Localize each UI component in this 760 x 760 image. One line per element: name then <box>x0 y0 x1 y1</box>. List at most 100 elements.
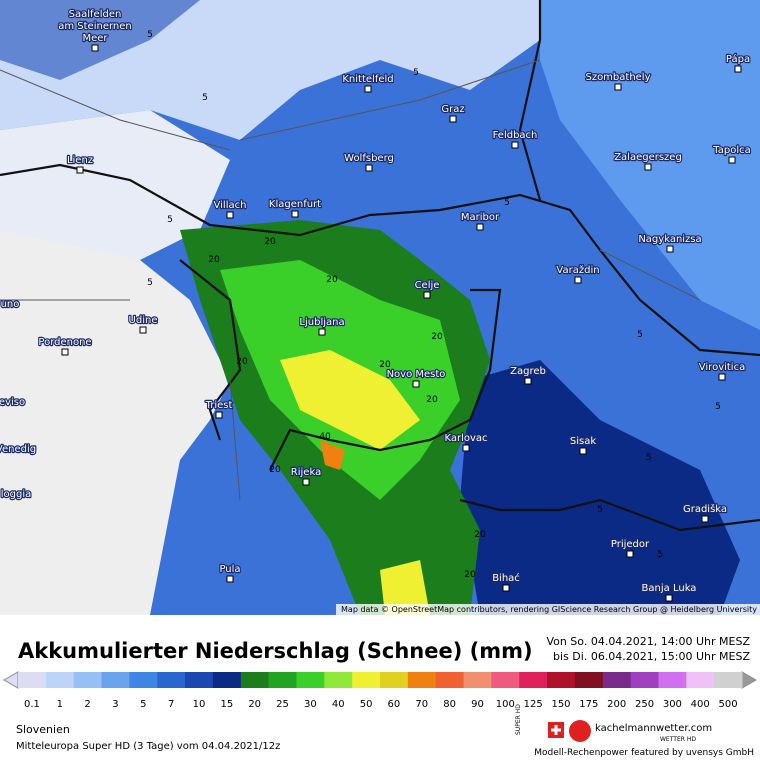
legend-label: 25 <box>276 699 289 710</box>
legend-label: 1 <box>57 699 63 710</box>
legend-swatch <box>686 672 715 688</box>
place-label: Venedig <box>0 444 36 455</box>
place-dot <box>666 245 674 253</box>
contour-label: 5 <box>637 330 643 340</box>
contour-label: 5 <box>597 505 603 515</box>
legend-label: 100 <box>496 699 515 710</box>
title: Akkumulierter Niederschlag (Schnee) (mm) <box>18 639 533 663</box>
legend-arrow-left <box>2 671 19 689</box>
place-dot <box>734 65 742 73</box>
place-dot <box>626 550 634 558</box>
legend-label: 50 <box>360 699 373 710</box>
legend-swatch <box>185 672 214 688</box>
legend-label: 175 <box>579 699 598 710</box>
legend-label: 0.1 <box>24 699 40 710</box>
legend-label: 40 <box>332 699 345 710</box>
place-label: Tapolca <box>712 145 750 156</box>
legend-arrow-right <box>741 671 758 689</box>
legend-swatch <box>602 672 632 688</box>
attribution: Map data © OpenStreetMap contributors, r… <box>341 605 757 614</box>
legend-swatch <box>574 672 604 688</box>
logo-site: kachelmannwetter.com <box>595 723 712 734</box>
place-label: Ljubljana <box>299 317 344 328</box>
place-label: Gradiška <box>683 503 727 515</box>
place-label: Udine <box>129 315 158 326</box>
legend-label: 2 <box>84 699 90 710</box>
place-label: Virovitica <box>699 362 745 373</box>
place-label: Pula <box>219 564 240 575</box>
place-dot <box>365 164 373 172</box>
legend-swatch <box>18 672 47 688</box>
place-dot <box>524 377 532 385</box>
legend-label: 400 <box>691 699 710 710</box>
place-dot <box>139 326 147 334</box>
legend-label: 60 <box>388 699 401 710</box>
legend-swatch <box>73 672 103 688</box>
contour-label: 20 <box>269 465 281 475</box>
contour-label: 20 <box>464 570 476 580</box>
place-label: Saalfelden <box>69 9 122 20</box>
place-label: Feldbach <box>493 130 538 141</box>
legend-swatch <box>658 672 687 688</box>
place-label: Klagenfurt <box>269 199 321 210</box>
place-dot <box>502 584 510 592</box>
place-label: am Steinernen <box>58 21 132 32</box>
place-dot <box>364 85 372 93</box>
place-label: Varaždin <box>556 264 599 276</box>
place-label: loggia <box>1 489 32 500</box>
legend-label: 10 <box>193 699 206 710</box>
contour-label: 20 <box>208 255 220 265</box>
legend-swatch <box>491 672 520 688</box>
contour-label: 5 <box>715 402 721 412</box>
legend-label: 125 <box>524 699 543 710</box>
place-label: Celje <box>415 280 440 291</box>
place-label: Sisak <box>570 436 596 447</box>
place-dot <box>644 163 652 171</box>
sponsor: Modell-Rechenpower featured by uvensys G… <box>534 748 754 758</box>
place-dot <box>423 291 431 299</box>
place-dot <box>302 478 310 486</box>
contour-label: 5 <box>167 215 173 225</box>
legend-swatch <box>463 672 492 688</box>
legend-swatch <box>129 672 158 688</box>
legend-swatch <box>380 672 409 688</box>
contour-label: 20 <box>326 275 338 285</box>
place-label: Wolfsberg <box>344 153 394 164</box>
place-label: Pordenone <box>38 337 91 348</box>
legend-swatch <box>240 672 270 688</box>
place-label: eviso <box>0 397 25 408</box>
place-label: Bihać <box>492 572 520 584</box>
legend-label: 70 <box>415 699 428 710</box>
legend-swatch <box>630 672 659 688</box>
valid-from: Von So. 04.04.2021, 14:00 Uhr MESZ <box>546 635 750 648</box>
place-dot <box>76 166 84 174</box>
place-label: Lienz <box>67 155 93 166</box>
super-hd: SUPER HD <box>515 704 522 735</box>
legend-label: 150 <box>551 699 570 710</box>
place-dot <box>614 83 622 91</box>
place-dot <box>412 380 420 388</box>
contour-label: 40 <box>319 432 331 442</box>
place-label: Banja Luka <box>642 583 697 594</box>
contour-label: 20 <box>264 237 276 247</box>
legend-swatch <box>101 672 130 688</box>
place-label: uno <box>1 299 20 310</box>
legend-swatch <box>157 672 186 688</box>
legend-swatch <box>547 672 576 688</box>
place-label: Novo Mesto <box>387 369 446 380</box>
legend-label: 3 <box>112 699 118 710</box>
contour-label: 5 <box>202 93 208 103</box>
place-dot <box>226 211 234 219</box>
place-dot <box>665 594 673 602</box>
place-dot <box>476 223 484 231</box>
legend-label: 5 <box>140 699 146 710</box>
place-dot <box>511 141 519 149</box>
legend-swatch <box>519 672 548 688</box>
place-dot <box>291 210 299 218</box>
legend-swatch <box>714 672 743 688</box>
place-dot <box>718 373 726 381</box>
logo-circle <box>569 720 591 742</box>
contour-label: 20 <box>474 530 486 540</box>
legend-label: 500 <box>719 699 738 710</box>
contour-label: 20 <box>236 357 248 367</box>
